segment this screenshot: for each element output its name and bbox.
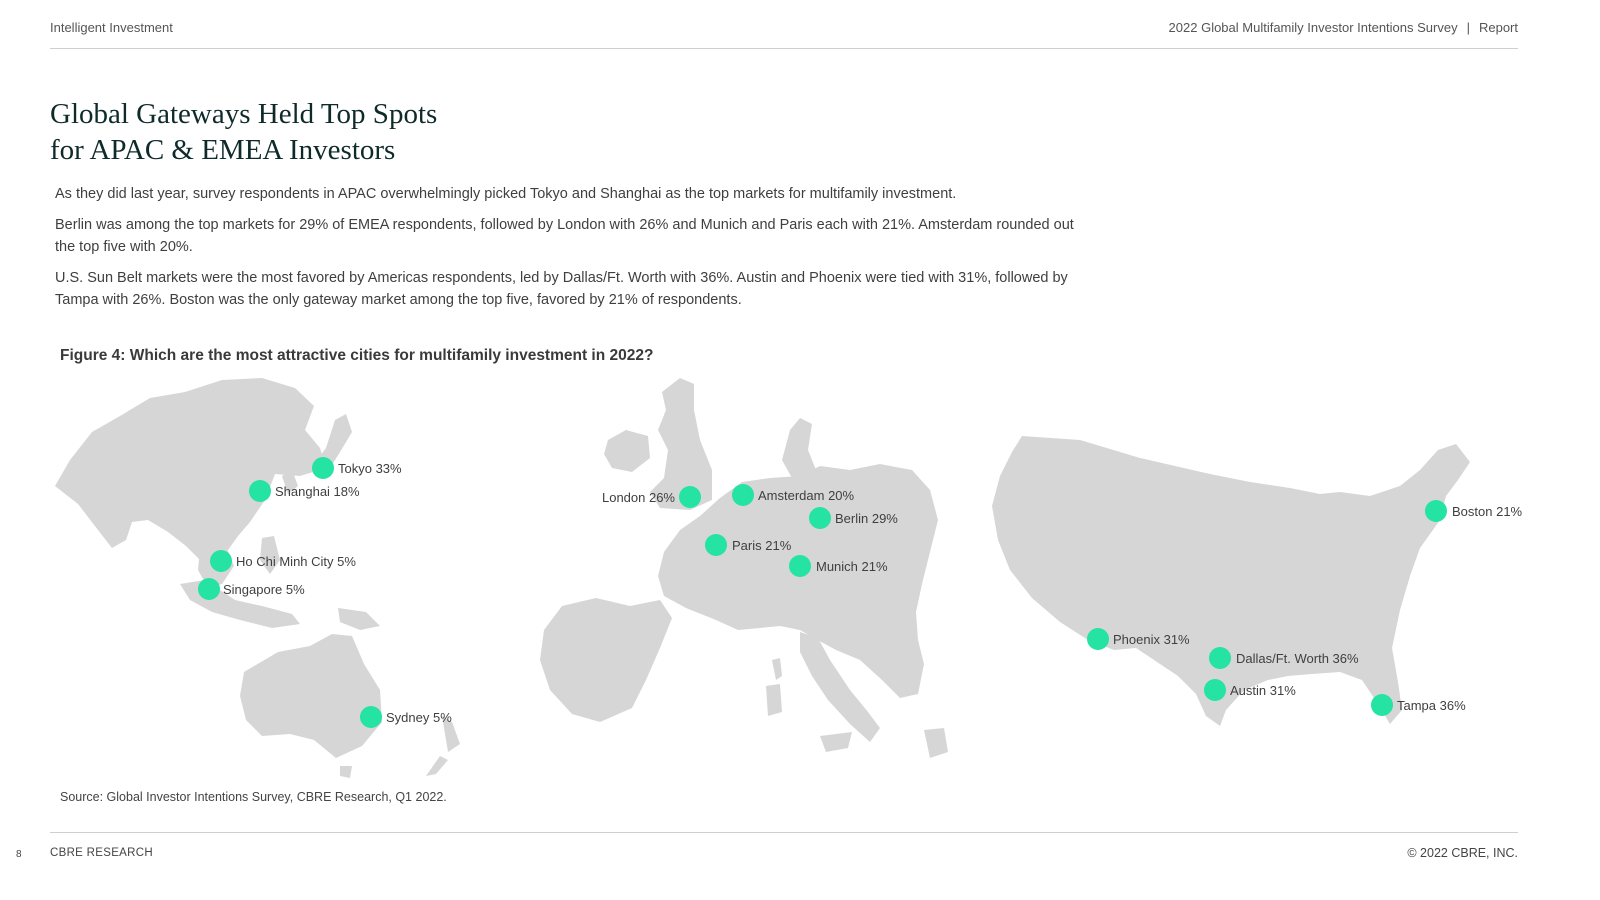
header-report-type: Report xyxy=(1478,20,1518,35)
city-label-phoenix: Phoenix 31% xyxy=(1113,632,1190,647)
city-label-dallasft: Dallas/Ft. Worth 36% xyxy=(1236,651,1359,666)
header-separator: | xyxy=(1466,20,1470,35)
australia-landmass xyxy=(240,634,382,758)
city-label-singapore: Singapore 5% xyxy=(223,582,305,597)
figure-source: Source: Global Investor Intentions Surve… xyxy=(60,790,447,804)
city-label-ho: Ho Chi Minh City 5% xyxy=(236,554,356,569)
figure-title: Figure 4: Which are the most attractive … xyxy=(60,347,654,364)
scandinavia-landmass xyxy=(782,418,816,480)
body-paragraph-apac: As they did last year, survey respondent… xyxy=(55,186,957,202)
page-title-line1: Global Gateways Held Top Spots xyxy=(50,98,438,130)
city-marker-tampa xyxy=(1371,694,1393,716)
city-marker-amsterdam xyxy=(732,484,754,506)
footer-copyright: © 2022 CBRE, INC. xyxy=(1407,846,1518,860)
city-label-shanghai: Shanghai 18% xyxy=(275,484,360,499)
city-marker-ho xyxy=(210,550,232,572)
new-zealand-landmass xyxy=(426,716,460,776)
emea-map xyxy=(540,378,948,758)
header-rule xyxy=(50,48,1518,49)
city-marker-sydney xyxy=(360,706,382,728)
footer-brand: CBRE RESEARCH xyxy=(50,847,153,859)
great-britain-landmass xyxy=(650,378,712,510)
city-label-austin: Austin 31% xyxy=(1230,683,1296,698)
city-label-munich: Munich 21% xyxy=(816,559,888,574)
city-marker-berlin xyxy=(809,507,831,529)
city-marker-shanghai xyxy=(249,480,271,502)
iberia-landmass xyxy=(540,598,672,722)
page-number: 8 xyxy=(16,849,22,860)
body-paragraph-emea: Berlin was among the top markets for 29%… xyxy=(55,217,1074,255)
header-brand-text: Intelligent Investment xyxy=(50,20,173,35)
ireland-landmass xyxy=(604,430,650,472)
city-marker-austin xyxy=(1204,679,1226,701)
city-label-london: London 26% xyxy=(602,490,675,505)
sicily-landmass xyxy=(820,732,852,752)
city-marker-munich xyxy=(789,555,811,577)
city-marker-paris xyxy=(705,534,727,556)
crete-landmass xyxy=(924,728,948,758)
city-label-berlin: Berlin 29% xyxy=(835,511,898,526)
city-marker-dallasft xyxy=(1209,647,1231,669)
city-markers: Tokyo 33% Shanghai 18% Ho Chi Minh City 5%… xyxy=(198,457,1523,728)
philippines-landmass xyxy=(260,536,280,574)
city-marker-london xyxy=(679,486,701,508)
page-title-line2: for APAC & EMEA Investors xyxy=(50,134,396,166)
city-marker-singapore xyxy=(198,578,220,600)
header-report-info: 2022 Global Multifamily Investor Intenti… xyxy=(1169,20,1518,35)
city-marker-phoenix xyxy=(1087,628,1109,650)
city-label-tampa: Tampa 36% xyxy=(1397,698,1466,713)
body-paragraph-americas: U.S. Sun Belt markets were the most favo… xyxy=(55,270,1068,308)
continental-europe-landmass xyxy=(658,464,938,698)
footer-rule xyxy=(50,832,1518,833)
city-label-paris: Paris 21% xyxy=(732,538,792,553)
city-marker-boston xyxy=(1425,500,1447,522)
page-title: Global Gateways Held Top Spots for APAC … xyxy=(50,96,437,168)
city-label-amsterdam: Amsterdam 20% xyxy=(758,488,855,503)
body-text: As they did last year, survey respondent… xyxy=(55,183,1075,320)
city-label-boston: Boston 21% xyxy=(1452,504,1523,519)
city-label-sydney: Sydney 5% xyxy=(386,710,452,725)
italy-landmass xyxy=(800,632,880,742)
korea-landmass xyxy=(282,470,298,494)
city-label-tokyo: Tokyo 33% xyxy=(338,461,402,476)
city-marker-tokyo xyxy=(312,457,334,479)
asia-landmass xyxy=(55,378,326,572)
usa-landmass xyxy=(992,436,1470,726)
americas-map xyxy=(992,436,1470,726)
png-landmass xyxy=(338,608,380,630)
header-report-title: 2022 Global Multifamily Investor Intenti… xyxy=(1168,20,1458,35)
corsica-sardinia-landmass xyxy=(766,658,782,716)
tasmania-landmass xyxy=(340,766,352,778)
